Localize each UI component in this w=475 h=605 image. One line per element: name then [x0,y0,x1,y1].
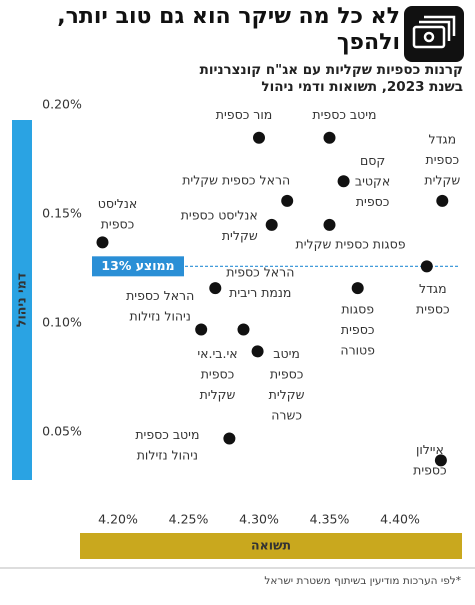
x-tick-label: 4.35% [310,512,350,527]
point-label: אנליסט [98,196,137,211]
icon [404,6,464,62]
point-label: קסם [360,153,385,168]
point [436,194,449,207]
point-label: מיטב כספית [135,427,199,442]
point-label: אקטיב [355,173,390,188]
y-axis-title: דמי ניהול [14,273,29,327]
point [251,345,264,358]
x-tick-label: 4.40% [380,512,420,527]
x-tick-label: 4.20% [98,512,138,527]
point [253,131,265,144]
point-label: שקלית [222,228,258,243]
point-label: אי.בי.אי [197,346,237,361]
point [351,282,364,295]
footnote: *לפי הערכות מודיעין בשיתוף משטרת ישראל [264,575,461,587]
point [209,282,222,295]
point-label: פסגות כספית שקלית [295,236,405,251]
y-tick-label: 0.10% [42,315,82,330]
point-label: ניהול נזילות [137,448,198,463]
x-axis-title: תשואה [251,538,291,553]
point-label: פסגות [341,302,374,317]
point-label: ניהול נזילות [130,309,191,324]
point-label: כספית [426,152,460,167]
point [434,454,447,467]
x-axis-bar [80,533,462,559]
chart-title: לא כל מה שיקר הוא גם טוב יותר, ולהפך [57,4,400,55]
point [195,323,208,336]
point-label: כספית [356,194,390,209]
point-label: פטורה [340,343,375,358]
point-label: אנליסט כספית [181,207,258,222]
point-label: כספית [413,462,447,477]
subtitle-line: בשנת 2023, תשואות ודמי ניהול [261,79,463,95]
point-label: מיטב [273,346,300,361]
point-label: כספית [416,301,450,316]
point-label: כספית [101,216,135,231]
x-tick-label: 4.30% [239,512,279,527]
point-label: מנמת ריבית [229,285,291,300]
point-label: שקלית [200,387,236,402]
y-tick-label: 0.15% [42,206,82,221]
point-label: מגדל [419,281,447,296]
point-label: מגדל [429,131,457,146]
y-tick-label: 0.05% [42,424,82,439]
y-tick-label: 0.20% [42,97,82,112]
point-label: כספית [341,322,375,337]
point-label: שקלית [269,387,305,402]
point-label: כשרה [271,407,302,422]
point [337,175,350,188]
point [323,131,336,144]
point-label: מור כספית [216,107,272,122]
point-label: הראל כספית שקלית [182,172,290,187]
point-label: איילון [416,442,444,457]
subtitle: קרנות כספיות שקליות עם אג"ח קונצרניות בש… [200,62,463,96]
point-label: שקלית [424,172,460,187]
point-label: הראל כספית [226,265,294,280]
point [420,260,433,273]
y-axis-bar [12,120,32,480]
point [281,194,294,207]
x-tick-label: 4.25% [169,512,209,527]
point [237,323,250,336]
point [323,218,336,231]
point-label: כספית [270,366,304,381]
subtitle-line: קרנות כספיות שקליות עם אג"ח קונצרניות [199,62,463,78]
point [96,236,109,249]
point [223,432,236,445]
point [265,218,278,231]
average-label: 13% ממוצע [101,258,174,273]
point-label: מיטב כספית [312,107,376,122]
point-label: כספית [201,367,235,382]
point-label: הראל כספית [126,288,194,303]
average-label-box [92,256,184,277]
